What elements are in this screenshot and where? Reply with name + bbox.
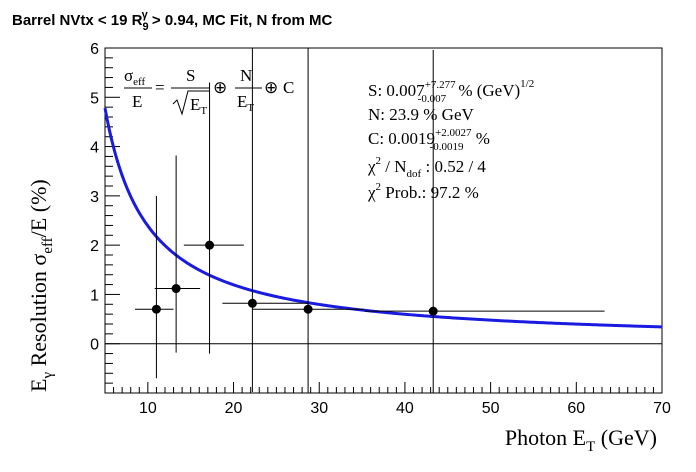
y-axis-ticks: 0 1 2 3 4 5 6 [90,41,120,394]
stat-chi2: χ2 / Ndof : 0.52 / 4 [367,155,486,180]
y-tick-label: 3 [90,189,99,206]
x-tick-label: 60 [567,400,585,417]
formula-term1-denominator: ET [190,95,207,117]
formula-oplus-2: ⊕ [264,78,278,97]
y-tick-label: 4 [90,140,99,157]
formula-term2-denominator: ET [237,92,254,114]
y-tick-label: 0 [90,337,99,354]
data-points [134,48,605,393]
y-tick-label: 2 [90,238,99,255]
y-tick-label: 6 [90,41,99,58]
y-axis-title: Eγ Resolution σeff/E (%) [26,179,56,392]
x-axis-ticks: 10 20 30 40 50 60 70 [104,382,671,417]
stat-s: S: 0.007+7.277 -0.007 % (GeV)1/2 [368,78,534,105]
data-point [183,82,244,354]
formula-term3: C [283,78,294,97]
x-axis-title: Photon ET (GeV) [505,425,657,455]
point-marker [247,298,257,308]
formula-oplus-1: ⊕ [213,78,227,97]
y-tick-label: 1 [90,287,99,304]
stat-prob: χ2 Prob.: 97.2 % [367,181,479,202]
x-tick-label: 10 [139,400,157,417]
point-marker [171,284,181,294]
point-marker [428,306,438,316]
stat-c: C: 0.0019+2.0027 -0.0019 % [368,127,490,153]
data-point [154,155,201,353]
formula-equals: = [155,78,165,97]
formula-lhs-denominator: E [132,92,142,111]
chart-title: Barrel NVtx < 19 R9γ > 0.94, MC Fit, N f… [12,9,333,33]
point-marker [205,240,215,250]
fit-curve [103,107,663,329]
plot-frame [104,47,663,394]
x-tick-label: 20 [225,400,243,417]
sqrt-symbol [172,90,210,116]
stat-n: N: 23.9 % GeV [368,105,474,124]
point-marker [303,304,313,314]
formula-lhs-numerator: σeff [124,66,146,88]
x-tick-label: 40 [396,400,414,417]
y-tick-label: 5 [90,90,99,107]
data-point [222,48,309,393]
data-point [134,195,174,379]
data-point [252,48,364,393]
point-marker [151,304,161,314]
x-tick-label: 50 [482,400,500,417]
resolution-formula: σeff E = S ET ⊕ N ET ⊕ C [124,66,294,117]
fit-stats: S: 0.007+7.277 -0.007 % (GeV)1/2 N: 23.9 … [367,78,534,202]
x-tick-label: 30 [310,400,328,417]
data-point [364,49,605,393]
x-tick-label: 70 [653,400,671,417]
formula-term1-numerator: S [186,66,195,85]
formula-term2-numerator: N [240,66,252,85]
